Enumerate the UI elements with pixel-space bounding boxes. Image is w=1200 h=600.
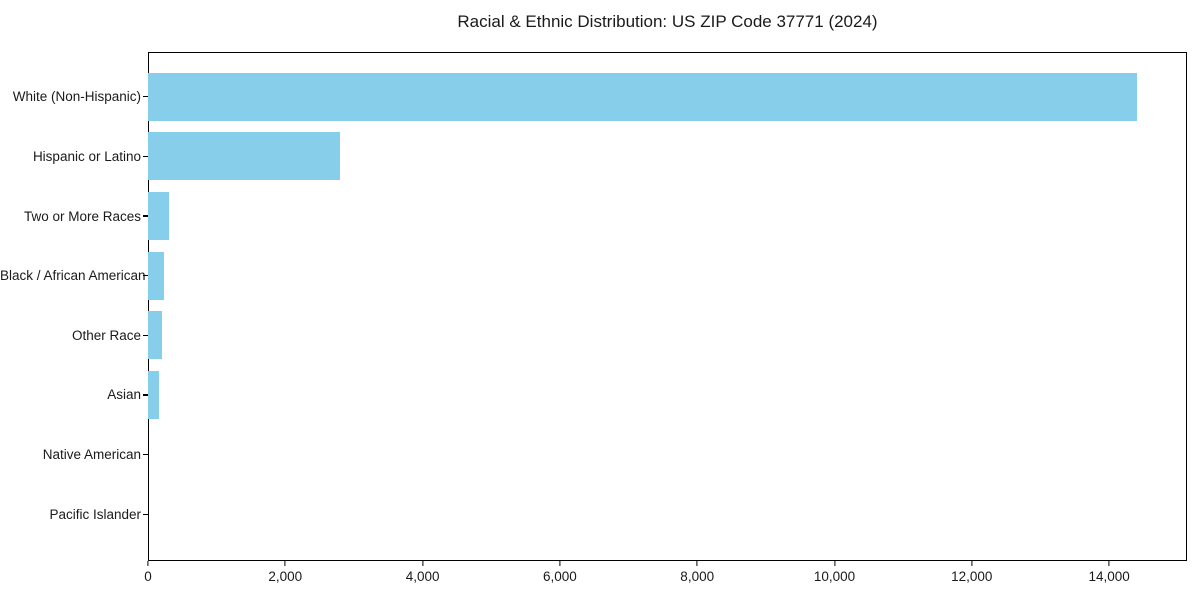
chart-row: Black / African American [0, 246, 1186, 306]
x-axis: 0 2,000 4,000 6,000 8,000 10,000 12,000 14,000 [144, 561, 1187, 593]
chart-row: Native American [0, 425, 1186, 485]
bar-area [148, 246, 1186, 306]
y-axis-label: Two or More Races [23, 208, 141, 224]
x-tick-label: 10,000 [813, 569, 856, 584]
x-tick-label: 14,000 [1088, 569, 1130, 584]
chart-row: Hispanic or Latino [0, 127, 1186, 187]
x-tick-label: 6,000 [542, 569, 577, 584]
bar-area [148, 67, 1186, 127]
y-tick-mark [143, 96, 148, 98]
y-axis-label: Asian [107, 387, 141, 403]
y-tick-mark [143, 155, 148, 158]
bar [148, 132, 341, 181]
x-tick-mark [422, 561, 424, 566]
x-tick-mark [284, 561, 286, 566]
x-tick-mark [833, 561, 836, 566]
x-tick-label: 2,000 [268, 569, 303, 584]
chart-row: Pacific Islander [0, 484, 1186, 544]
bar-area [148, 127, 1186, 187]
bar-area [148, 306, 1186, 366]
x-tick-label: 4,000 [405, 569, 440, 584]
y-tick-mark [143, 275, 148, 277]
bar [148, 311, 162, 360]
bar-area [148, 365, 1186, 425]
chart-row: Other Race [0, 306, 1186, 366]
x-tick-label: 12,000 [951, 569, 993, 584]
y-tick-mark [143, 453, 148, 456]
bar-area [148, 484, 1186, 544]
y-axis-label: Black / African American [0, 268, 146, 284]
y-tick-mark [143, 334, 148, 336]
y-tick-mark [143, 215, 148, 217]
x-tick-label: 8,000 [680, 569, 715, 584]
chart-row: Two or More Races [0, 186, 1186, 246]
y-axis-label: Other Race [71, 327, 141, 343]
chart-title: Racial & Ethnic Distribution: US ZIP Cod… [457, 12, 878, 31]
y-axis-label: Pacific Islander [49, 506, 141, 522]
x-tick-mark [147, 561, 149, 566]
y-tick-mark [143, 513, 148, 515]
x-tick-mark [1108, 561, 1110, 566]
x-tick-mark [971, 561, 973, 566]
chart-row: White (Non-Hispanic) [0, 67, 1186, 127]
x-tick-mark [696, 561, 698, 566]
y-axis-label: Hispanic or Latino [32, 148, 141, 164]
bar-area [148, 186, 1186, 246]
bar-area [148, 425, 1186, 485]
bars-container: White (Non-Hispanic) Hispanic or Latino Tw… [0, 67, 1186, 544]
bar [148, 72, 1137, 121]
y-axis-label: Native American [42, 447, 141, 463]
y-axis-label: White (Non-Hispanic) [12, 89, 141, 105]
x-tick-label: 0 [144, 569, 152, 584]
bar [148, 192, 169, 241]
bar [148, 251, 164, 300]
chart-row: Asian [0, 365, 1186, 425]
x-tick-mark [559, 561, 561, 566]
y-tick-mark [143, 394, 148, 396]
bar [148, 370, 159, 419]
